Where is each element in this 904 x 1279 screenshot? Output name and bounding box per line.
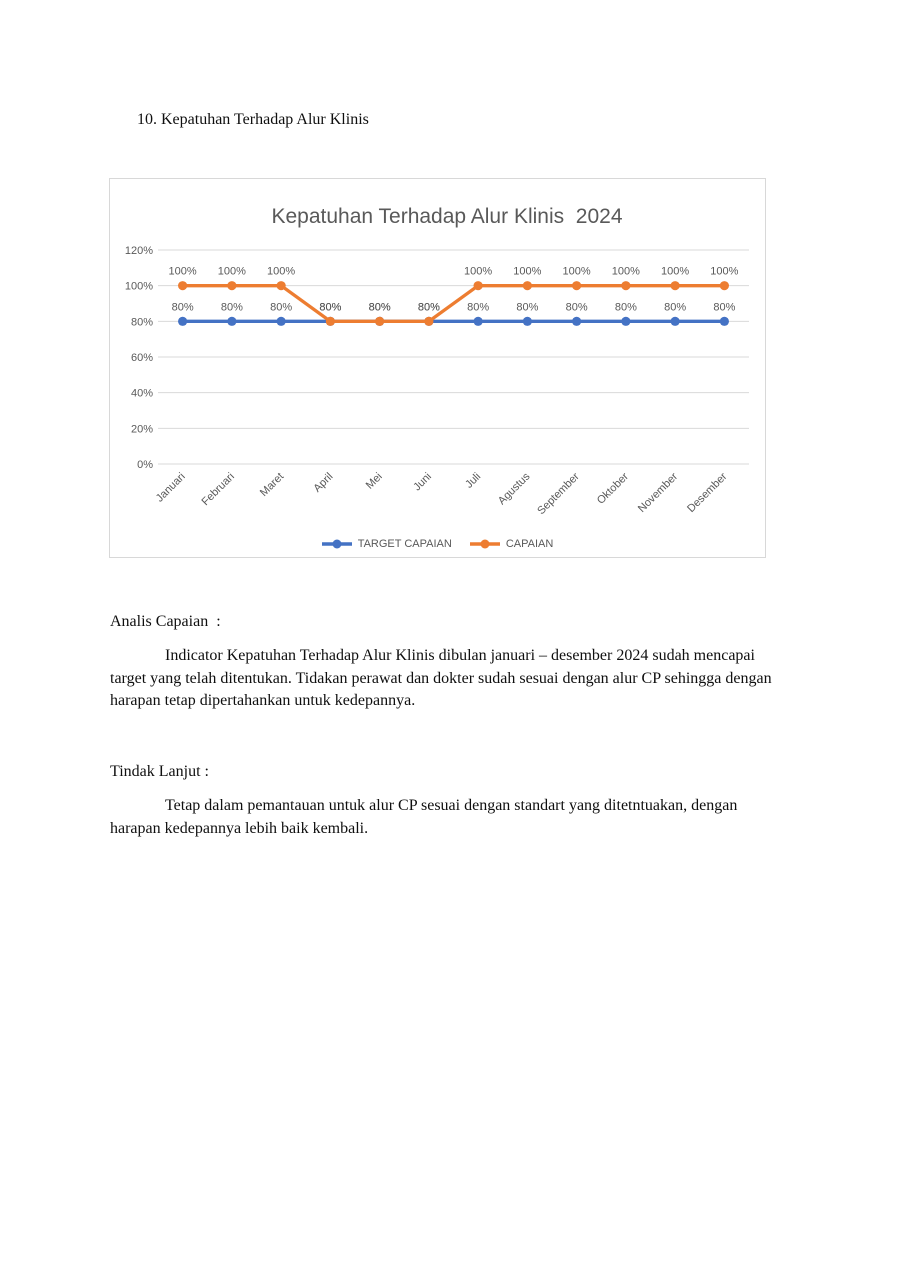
data-label: 80% bbox=[566, 301, 588, 313]
data-point-marker bbox=[424, 316, 434, 326]
y-tick-label: 40% bbox=[131, 388, 153, 400]
data-label: 80% bbox=[713, 301, 735, 313]
x-tick-label: Maret bbox=[258, 471, 286, 499]
legend-marker-target-capaian bbox=[321, 539, 352, 549]
y-axis-tick-labels: 0% 20% 40% 60% 80% 100% 120% bbox=[125, 245, 153, 471]
x-axis-category-labels: Januari Februari Maret April Mei Juni Juli Agus… bbox=[154, 470, 730, 517]
data-point-marker bbox=[178, 281, 188, 291]
data-point-marker bbox=[276, 316, 286, 326]
y-tick-label: 120% bbox=[125, 245, 153, 257]
data-point-marker bbox=[572, 281, 582, 291]
data-label: 80% bbox=[270, 301, 292, 313]
data-label: 80% bbox=[664, 301, 686, 313]
data-point-marker bbox=[375, 316, 385, 326]
x-tick-label: Februari bbox=[200, 471, 237, 508]
data-point-marker bbox=[227, 316, 237, 326]
x-tick-label: Mei bbox=[364, 471, 385, 492]
legend-item-target-capaian: TARGET CAPAIAN bbox=[321, 538, 452, 550]
data-label: 100% bbox=[661, 266, 689, 278]
data-point-marker bbox=[670, 281, 680, 291]
chart-title: Kepatuhan Terhadap Alur Klinis 2024 bbox=[271, 205, 622, 228]
x-tick-label: Agustus bbox=[496, 470, 533, 507]
data-point-marker bbox=[276, 281, 286, 291]
follow-up-paragraph: Tetap dalam pemantauan untuk alur CP ses… bbox=[110, 797, 738, 837]
x-tick-label: Juli bbox=[463, 471, 483, 491]
x-tick-label: April bbox=[311, 471, 335, 495]
x-tick-label: Juni bbox=[411, 471, 434, 494]
data-point-marker bbox=[670, 316, 680, 326]
data-point-marker bbox=[473, 281, 483, 291]
section-heading: 10. Kepatuhan Terhadap Alur Klinis bbox=[137, 111, 369, 128]
analysis-label: Analis Capaian : bbox=[110, 613, 221, 630]
data-label: 80% bbox=[467, 301, 489, 313]
data-label: 100% bbox=[464, 266, 492, 278]
analysis-paragraph: Indicator Kepatuhan Terhadap Alur Klinis… bbox=[110, 647, 772, 710]
data-label: 100% bbox=[710, 266, 738, 278]
data-label: 100% bbox=[267, 266, 295, 278]
data-point-marker bbox=[178, 316, 188, 326]
data-label: 80% bbox=[319, 301, 341, 313]
data-point-marker bbox=[572, 316, 582, 326]
data-label: 100% bbox=[563, 266, 591, 278]
legend-marker-capaian bbox=[469, 539, 500, 549]
data-point-marker bbox=[473, 316, 483, 326]
data-label: 80% bbox=[369, 301, 391, 313]
data-label: 80% bbox=[369, 301, 391, 313]
data-point-marker bbox=[621, 316, 631, 326]
y-tick-label: 20% bbox=[131, 423, 153, 435]
y-tick-label: 80% bbox=[131, 316, 153, 328]
y-tick-label: 60% bbox=[131, 352, 153, 364]
data-point-marker bbox=[325, 316, 335, 326]
data-labels-target-capaian: 80% 80% 80% 80% 80% 80% 80% 80% 80% 80% 80% 80% bbox=[172, 301, 736, 313]
data-label: 100% bbox=[513, 266, 541, 278]
data-point-marker bbox=[621, 281, 631, 291]
x-tick-label: Desember bbox=[685, 470, 730, 515]
series-capaian bbox=[178, 281, 729, 326]
data-label: 80% bbox=[221, 301, 243, 313]
data-label: 100% bbox=[218, 266, 246, 278]
data-point-marker bbox=[522, 281, 532, 291]
data-label: 100% bbox=[169, 266, 197, 278]
data-label: 80% bbox=[319, 301, 341, 313]
gridlines bbox=[158, 249, 749, 465]
y-tick-label: 100% bbox=[125, 281, 153, 293]
data-labels-capaian: 100% 100% 100% 80% 80% 80% 100% 100% 100% 100% 100… bbox=[169, 266, 739, 314]
x-tick-label: Januari bbox=[154, 471, 188, 505]
x-tick-label: November bbox=[636, 470, 681, 515]
series-target-capaian bbox=[178, 316, 729, 326]
data-point-marker bbox=[227, 281, 237, 291]
data-label: 80% bbox=[516, 301, 538, 313]
data-label: 80% bbox=[418, 301, 440, 313]
data-label: 80% bbox=[172, 301, 194, 313]
x-tick-label: September bbox=[535, 470, 582, 517]
legend-item-capaian: CAPAIAN bbox=[469, 538, 554, 550]
data-point-marker bbox=[522, 316, 532, 326]
line-chart: Kepatuhan Terhadap Alur Klinis 2024 0% 20%… bbox=[125, 205, 749, 517]
legend-label-capaian: CAPAIAN bbox=[505, 538, 554, 550]
series-line bbox=[182, 284, 725, 323]
x-tick-label: Oktober bbox=[595, 470, 631, 506]
data-label: 80% bbox=[615, 301, 637, 313]
follow-up-label: Tindak Lanjut : bbox=[110, 763, 209, 780]
data-point-marker bbox=[719, 281, 729, 291]
data-label: 100% bbox=[612, 266, 640, 278]
legend-label-target-capaian: TARGET CAPAIAN bbox=[357, 538, 452, 550]
data-point-marker bbox=[719, 316, 729, 326]
data-label: 80% bbox=[418, 301, 440, 313]
chart-frame: Kepatuhan Terhadap Alur Klinis 2024 0% 20%… bbox=[109, 178, 766, 558]
chart-legend: TARGET CAPAIAN CAPAIAN bbox=[110, 538, 765, 550]
y-tick-label: 0% bbox=[137, 459, 153, 471]
